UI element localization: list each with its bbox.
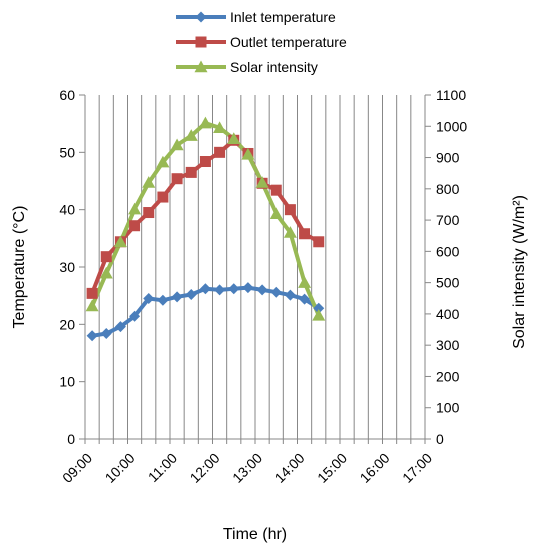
y-tick-label-left: 20 <box>59 316 75 332</box>
data-point <box>214 146 226 158</box>
y-tick-label-left: 60 <box>59 87 75 103</box>
y-axis-right-title: Solar intensity (W/m²) <box>511 195 528 349</box>
legend-label: Inlet temperature <box>230 9 336 25</box>
data-point <box>184 129 198 141</box>
data-point <box>269 207 283 220</box>
y-tick-label-right: 500 <box>436 275 460 291</box>
y-tick-label-right: 100 <box>436 400 460 416</box>
axes <box>79 94 431 444</box>
data-point <box>313 302 325 314</box>
data-point <box>213 121 227 134</box>
data-point <box>100 251 112 263</box>
data-point <box>242 282 254 294</box>
y-tick-label-right: 1000 <box>436 118 467 134</box>
data-point <box>114 321 126 333</box>
series-line <box>91 285 320 338</box>
x-tick-label: 11:00 <box>145 450 181 486</box>
legend: Inlet temperature Outlet temperature Solar… <box>176 9 347 75</box>
data-point <box>157 191 169 203</box>
data-point <box>270 184 282 196</box>
data-point <box>129 220 141 232</box>
data-point <box>284 289 296 301</box>
data-point <box>185 289 197 301</box>
x-tick-label: 12:00 <box>187 450 223 486</box>
series-lines <box>90 121 321 338</box>
data-point <box>227 132 241 144</box>
data-point <box>157 294 169 306</box>
data-point <box>299 293 311 305</box>
x-tick-label: 15:00 <box>314 450 350 486</box>
gridlines <box>84 95 426 439</box>
legend-marker <box>194 60 208 73</box>
x-tick-label: 16:00 <box>357 450 393 486</box>
x-axis-title: Time (hr) <box>223 526 287 543</box>
data-point <box>214 284 226 296</box>
x-tick-label: 17:00 <box>399 450 435 486</box>
data-point <box>312 308 326 321</box>
data-point <box>199 156 211 168</box>
y-tick-label-left: 40 <box>59 202 75 218</box>
data-point <box>129 310 141 322</box>
legend-marker <box>195 36 207 48</box>
y-tick-label-right: 0 <box>436 431 444 447</box>
data-point <box>128 202 142 215</box>
data-point <box>255 176 269 188</box>
y-tick-label-right: 900 <box>436 150 460 166</box>
data-point <box>171 173 183 185</box>
legend-label: Solar intensity <box>230 59 318 75</box>
x-tick-label: 10:00 <box>102 450 138 486</box>
y-tick-label-left: 10 <box>59 374 75 390</box>
data-point <box>142 176 156 188</box>
data-point <box>100 328 112 340</box>
data-point <box>241 147 255 160</box>
y-tick-label-right: 300 <box>436 337 460 353</box>
y-tick-label-right: 600 <box>436 243 460 259</box>
data-point <box>85 299 99 312</box>
y-tick-label-left: 50 <box>59 144 75 160</box>
y-tick-label-left: 0 <box>67 431 75 447</box>
legend-label: Outlet temperature <box>230 34 347 50</box>
data-point <box>199 283 211 295</box>
data-point <box>86 330 98 342</box>
y-tick-label-right: 1100 <box>436 87 466 103</box>
data-point <box>284 204 296 216</box>
x-tick-label: 13:00 <box>229 450 265 486</box>
data-point <box>143 207 155 219</box>
data-point <box>283 226 297 238</box>
y-tick-label-right: 200 <box>436 368 460 384</box>
data-point <box>156 155 170 168</box>
series-markers <box>85 116 326 342</box>
y-tick-label-right: 800 <box>436 181 460 197</box>
y-tick-label-right: 700 <box>436 212 460 228</box>
data-point <box>313 236 325 248</box>
data-point <box>299 228 311 240</box>
data-point <box>256 284 268 296</box>
data-point <box>113 235 127 248</box>
data-point <box>185 166 197 178</box>
legend-marker <box>195 11 207 23</box>
x-tick-label: 14:00 <box>272 450 308 486</box>
data-point <box>171 291 183 303</box>
y-tick-label-left: 30 <box>59 259 75 275</box>
data-point <box>170 138 184 151</box>
data-point <box>298 276 312 288</box>
y-axis-left-title: Temperature (°C) <box>11 206 28 329</box>
data-point <box>143 293 155 305</box>
x-tick-label: 09:00 <box>59 450 95 486</box>
data-point <box>86 287 98 299</box>
data-point <box>228 283 240 295</box>
data-point <box>99 266 113 279</box>
data-point <box>198 116 212 129</box>
data-point <box>270 286 282 298</box>
y-tick-label-right: 400 <box>436 306 460 322</box>
